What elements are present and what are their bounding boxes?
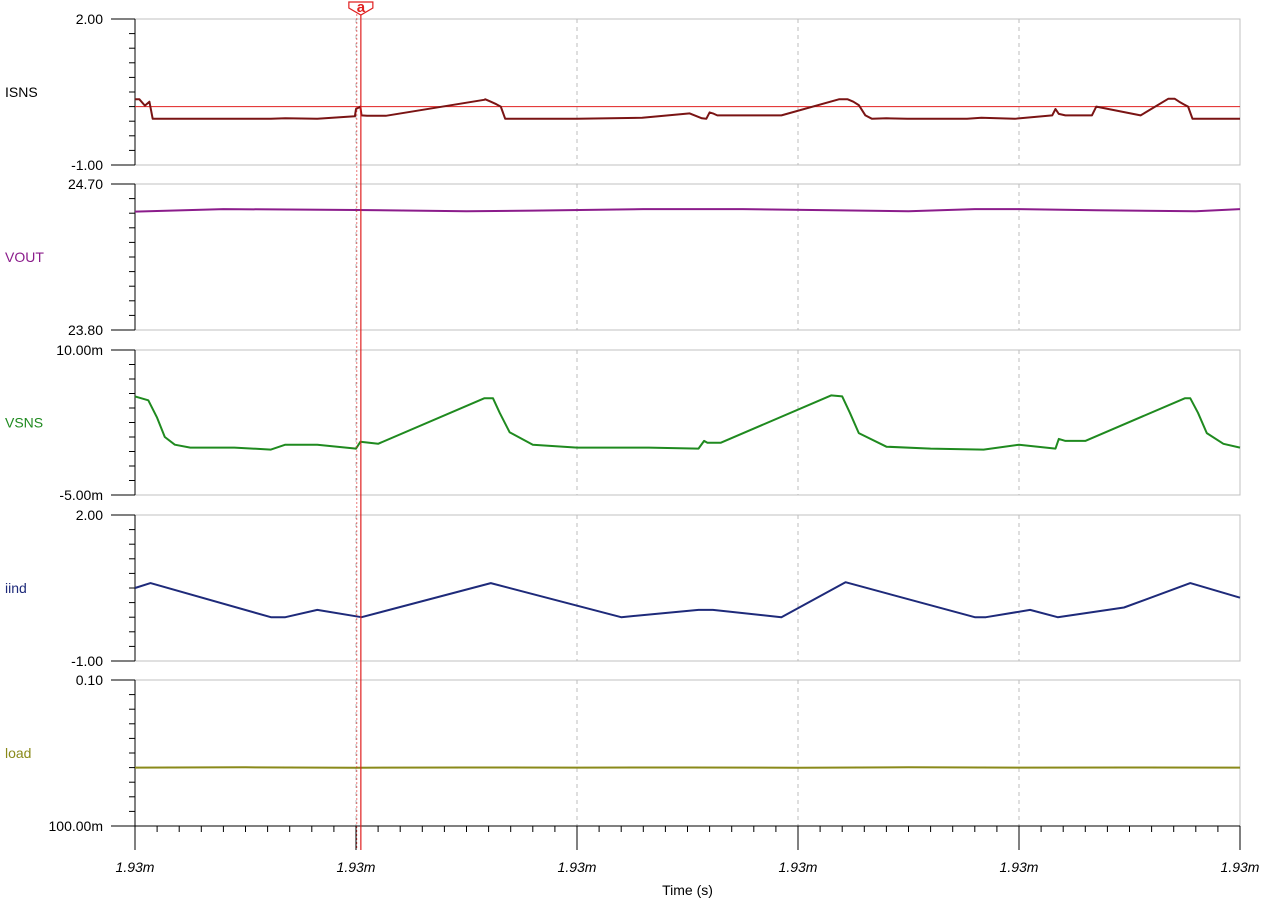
panel-vsns: 10.00m -5.00m VSNS <box>5 342 1240 503</box>
panel-frame <box>135 19 1240 165</box>
trace-iind <box>135 582 1240 617</box>
x-tick-label: 1.93m <box>1221 859 1260 875</box>
x-axis: 1.93m 1.93m 1.93m 1.93m 1.93m 1.93m Time (s) <box>116 826 1260 898</box>
x-tick-label: 1.93m <box>116 859 155 875</box>
panel-isns: 2.00 -1.00 ISNS <box>5 11 1240 173</box>
cursor-a[interactable]: a <box>349 0 373 850</box>
y-min-label: -1.00 <box>71 653 103 669</box>
series-label-iind: iind <box>5 580 27 596</box>
y-max-label: 24.70 <box>68 176 103 192</box>
panel-frame <box>135 515 1240 661</box>
x-tick-label: 1.93m <box>558 859 597 875</box>
y-min-label: -5.00m <box>59 487 103 503</box>
panel-frame <box>135 680 1240 826</box>
y-max-label: 2.00 <box>76 507 103 523</box>
cursor-label: a <box>357 0 366 16</box>
y-max-label: 10.00m <box>56 342 103 358</box>
series-label-vout: VOUT <box>5 249 44 265</box>
y-min-label: 100.00m <box>49 818 103 834</box>
series-label-isns: ISNS <box>5 84 38 100</box>
panel-vout: 24.70 23.80 VOUT <box>5 176 1240 338</box>
panel-load: 0.10 100.00m load <box>5 672 1240 834</box>
series-label-vsns: VSNS <box>5 415 43 431</box>
x-axis-title: Time (s) <box>662 882 713 898</box>
y-min-label: 23.80 <box>68 322 103 338</box>
panel-iind: 2.00 -1.00 iind <box>5 507 1240 669</box>
x-tick-label: 1.93m <box>779 859 818 875</box>
y-max-label: 2.00 <box>76 11 103 27</box>
series-label-load: load <box>5 745 31 761</box>
trace-isns <box>135 99 1240 119</box>
panel-frame <box>135 184 1240 330</box>
x-tick-label: 1.93m <box>1000 859 1039 875</box>
x-tick-label: 1.93m <box>337 859 376 875</box>
trace-vsns <box>135 395 1240 449</box>
y-max-label: 0.10 <box>76 672 103 688</box>
panel-frame <box>135 350 1240 495</box>
y-min-label: -1.00 <box>71 157 103 173</box>
trace-vout <box>135 209 1240 212</box>
